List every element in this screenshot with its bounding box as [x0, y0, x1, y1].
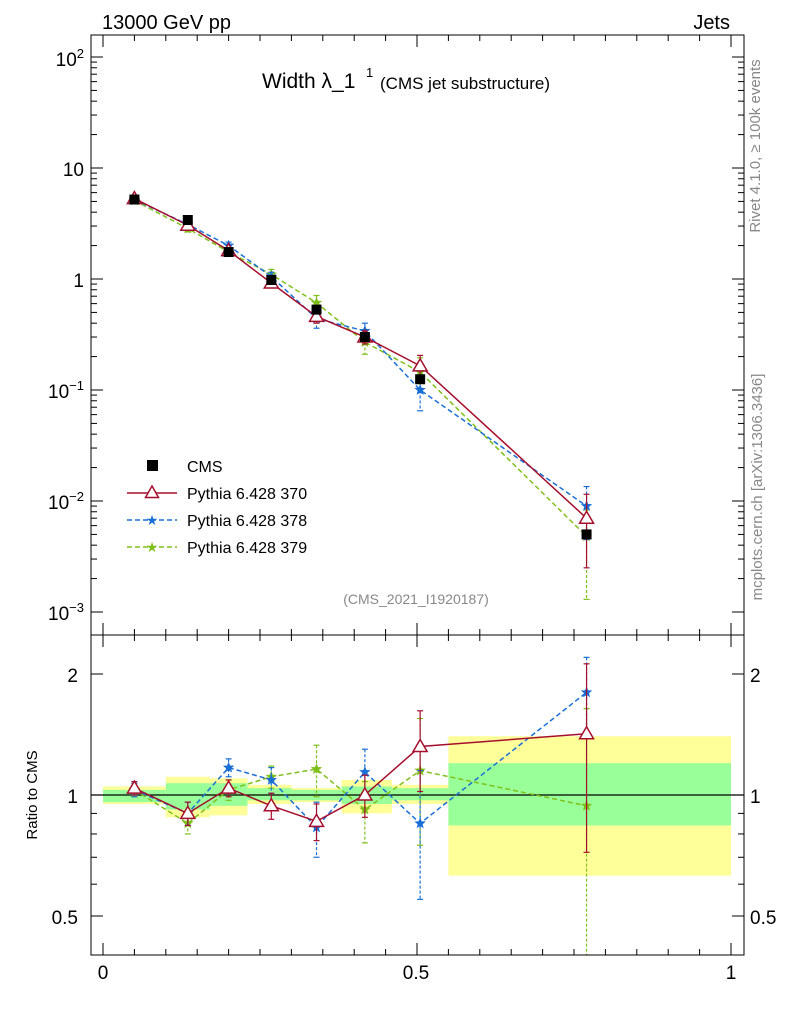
main-point-cms: [223, 247, 234, 258]
ratio-point-p378: [359, 766, 371, 777]
main-point-p379: [310, 296, 323, 308]
x-tick-label-0: 0: [98, 963, 109, 984]
plot-title-main: Width λ_1: [262, 70, 355, 93]
ratio-y-axis-label: Ratio to CMS: [24, 750, 41, 839]
ratio-line-p370: [134, 733, 587, 823]
legend-marker-p379: ★: [146, 540, 159, 556]
ratio-y-tick-label-1: 1: [67, 787, 78, 808]
main-point-cms: [359, 332, 370, 343]
main-point-cms: [182, 215, 193, 226]
ratio-point-p370: [308, 812, 325, 828]
main-point-cms: [415, 374, 426, 385]
analysis-id-label: (CMS_2021_I1920187): [343, 591, 489, 607]
ratio-point-p379: [310, 763, 323, 774]
legend-marker-cms: [147, 460, 158, 471]
y-tick-label-0.001: 10−3: [48, 600, 84, 625]
legend-label-p370: Pythia 6.428 370: [187, 486, 307, 503]
legend-marker-p370: [144, 484, 160, 499]
y-tick-label-1: 1: [73, 271, 84, 292]
plot-title: Width λ_1 1 (CMS jet substructure): [262, 65, 550, 93]
ratio-band-green: [448, 763, 731, 826]
ratio-y-tick-label-2: 2: [67, 666, 78, 687]
main-plot-data: [126, 190, 595, 600]
legend-entry-cms: CMS: [147, 459, 223, 476]
ratio-y-tick-label-right-0.5: 0.5: [750, 908, 776, 929]
main-point-cms: [581, 529, 592, 540]
y-tick-label-100: 102: [56, 46, 84, 71]
plot-title-superscript: 1: [366, 65, 373, 80]
ratio-point-p370: [220, 779, 237, 794]
main-point-p370: [578, 509, 595, 524]
ratio-plot-panel: 2 1 0.5 2 1 0.5 Ratio to CMS 0 0.5 1: [24, 634, 776, 984]
y-tick-label-10: 10: [63, 160, 84, 181]
ratio-line-p378: [134, 691, 588, 829]
mcplots-reference-label: mcplots.cern.ch [arXiv:1306.3436]: [749, 374, 766, 601]
legend-marker-p378: ★: [146, 513, 159, 529]
ratio-y-tick-label-0.5: 0.5: [52, 908, 78, 929]
x-tick-label-0.5: 0.5: [403, 963, 429, 984]
y-tick-label-0.1: 10−1: [48, 378, 84, 403]
legend-entry-p378: ★ Pythia 6.428 378: [127, 513, 307, 530]
main-axis-ticks: [91, 35, 744, 635]
rivet-version-label: Rivet 4.1.0, ≥ 100k events: [747, 59, 764, 232]
ratio-band-green: [247, 788, 292, 801]
plot-title-subtitle: (CMS jet substructure): [380, 74, 550, 93]
main-point-cms: [129, 194, 140, 205]
main-point-p370: [308, 307, 325, 323]
ratio-point-p370: [411, 738, 429, 753]
y-tick-label-0.01: 10−2: [48, 489, 84, 514]
main-point-cms: [266, 274, 277, 285]
main-line-p378: [134, 198, 587, 507]
ratio-y-tick-label-right-1: 1: [750, 787, 761, 808]
main-point-cms: [311, 304, 322, 315]
ratio-plot-data: [91, 656, 744, 955]
ratio-point-p370: [356, 786, 374, 801]
main-plot-panel: 102 10 1 10−1 10−2 10−3 Width λ_1 1 (CMS…: [48, 34, 745, 636]
legend-label-cms: CMS: [187, 459, 223, 476]
ratio-point-p378: [265, 774, 277, 785]
ratio-axis-ticks: [91, 635, 744, 955]
ratio-point-p378: [222, 761, 235, 773]
x-tick-label-1: 1: [726, 963, 737, 984]
main-line-p379: [134, 199, 588, 537]
ratio-point-p378: [414, 817, 426, 829]
ratio-point-p370: [179, 804, 197, 820]
header-category-label: Jets: [693, 12, 730, 34]
ratio-point-p370: [126, 779, 143, 794]
legend-label-p378: Pythia 6.428 378: [187, 513, 307, 530]
legend-entry-p379: ★ Pythia 6.428 379: [127, 540, 307, 557]
header-beam-label: 13000 GeV pp: [102, 12, 231, 34]
ratio-point-p370: [262, 797, 280, 812]
main-point-p378: [414, 384, 426, 395]
ratio-y-tick-label-right-2: 2: [750, 666, 761, 687]
ratio-point-p370: [578, 725, 595, 740]
legend-entry-p370: Pythia 6.428 370: [127, 484, 307, 503]
legend: CMS Pythia 6.428 370 ★ Pythia 6.428 378 …: [127, 459, 307, 557]
main-point-p370: [411, 357, 429, 372]
legend-label-p379: Pythia 6.428 379: [187, 540, 307, 557]
